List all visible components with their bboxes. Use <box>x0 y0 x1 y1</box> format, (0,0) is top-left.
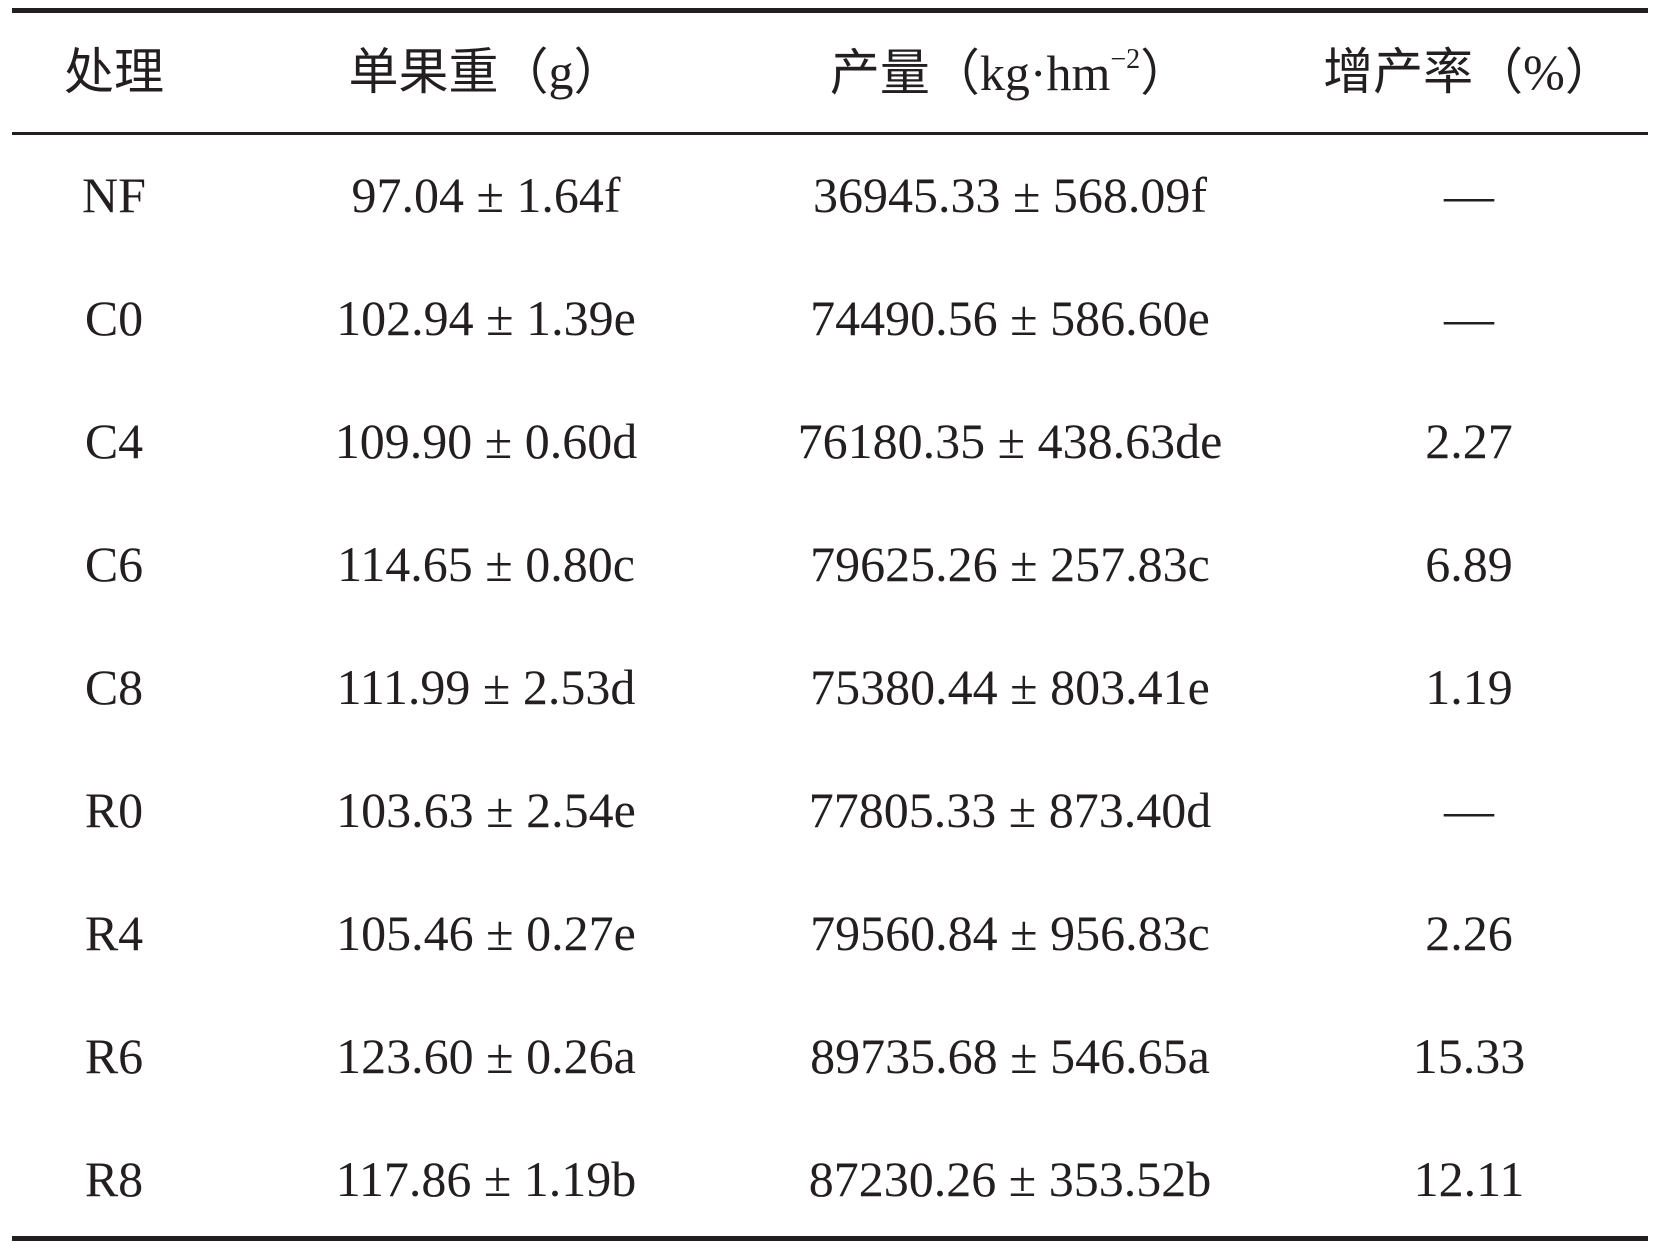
table-cell: — <box>1444 167 1494 223</box>
table-cell: R0 <box>84 782 144 838</box>
table-cell: 74490.56 ± 586.60e <box>810 290 1210 346</box>
table-cell: 114.65 ± 0.80c <box>337 536 635 592</box>
table-cell: 89735.68 ± 546.65a <box>810 1028 1210 1084</box>
table-cell: 36945.33 ± 568.09f <box>812 167 1208 223</box>
header-rule <box>12 132 1648 135</box>
table-cell: 2.26 <box>1425 905 1513 961</box>
header-cell: 单果重（g） <box>348 44 624 100</box>
table-cell: 103.63 ± 2.54e <box>336 782 636 838</box>
header-cell: 处理 <box>64 44 164 100</box>
table-cell: R4 <box>84 905 144 961</box>
table-cell: 123.60 ± 0.26a <box>336 1028 636 1084</box>
table-cell: R8 <box>84 1151 144 1207</box>
text-part: ） <box>1140 45 1191 101</box>
table-cell: 77805.33 ± 873.40d <box>808 782 1212 838</box>
table-cell: 87230.26 ± 353.52b <box>808 1151 1212 1207</box>
table-cell: 97.04 ± 1.64f <box>351 167 621 223</box>
table-cell: 105.46 ± 0.27e <box>336 905 636 961</box>
table-cell: R6 <box>84 1028 144 1084</box>
table-cell: 117.86 ± 1.19b <box>335 1151 637 1207</box>
table-cell: 2.27 <box>1425 413 1513 469</box>
table-cell: C6 <box>84 536 144 592</box>
table-cell: 79625.26 ± 257.83c <box>810 536 1210 592</box>
top-rule <box>12 8 1648 13</box>
table-cell: 109.90 ± 0.60d <box>334 413 638 469</box>
table-cell: 102.94 ± 1.39e <box>336 290 636 346</box>
header-cell: 产量（kg·hm−2） <box>829 44 1191 101</box>
table-cell: C8 <box>84 659 144 715</box>
table-cell: 6.89 <box>1425 536 1513 592</box>
table-cell: C4 <box>84 413 144 469</box>
text-part: −2 <box>1110 44 1141 75</box>
table-cell: 1.19 <box>1425 659 1513 715</box>
table-cell: NF <box>82 167 146 223</box>
table-cell: 76180.35 ± 438.63de <box>797 413 1223 469</box>
table-cell: 15.33 <box>1412 1028 1526 1084</box>
header-cell: 增产率（%） <box>1323 44 1615 100</box>
bottom-rule <box>12 1236 1648 1241</box>
table-cell: 75380.44 ± 803.41e <box>810 659 1210 715</box>
table-cell: 12.11 <box>1413 1151 1525 1207</box>
text-part: 产量（kg·hm <box>829 45 1111 101</box>
table-cell: 111.99 ± 2.53d <box>336 659 636 715</box>
table-cell: 79560.84 ± 956.83c <box>810 905 1210 961</box>
table-cell: C0 <box>84 290 144 346</box>
table-cell: — <box>1444 782 1494 838</box>
table-cell: — <box>1444 290 1494 346</box>
